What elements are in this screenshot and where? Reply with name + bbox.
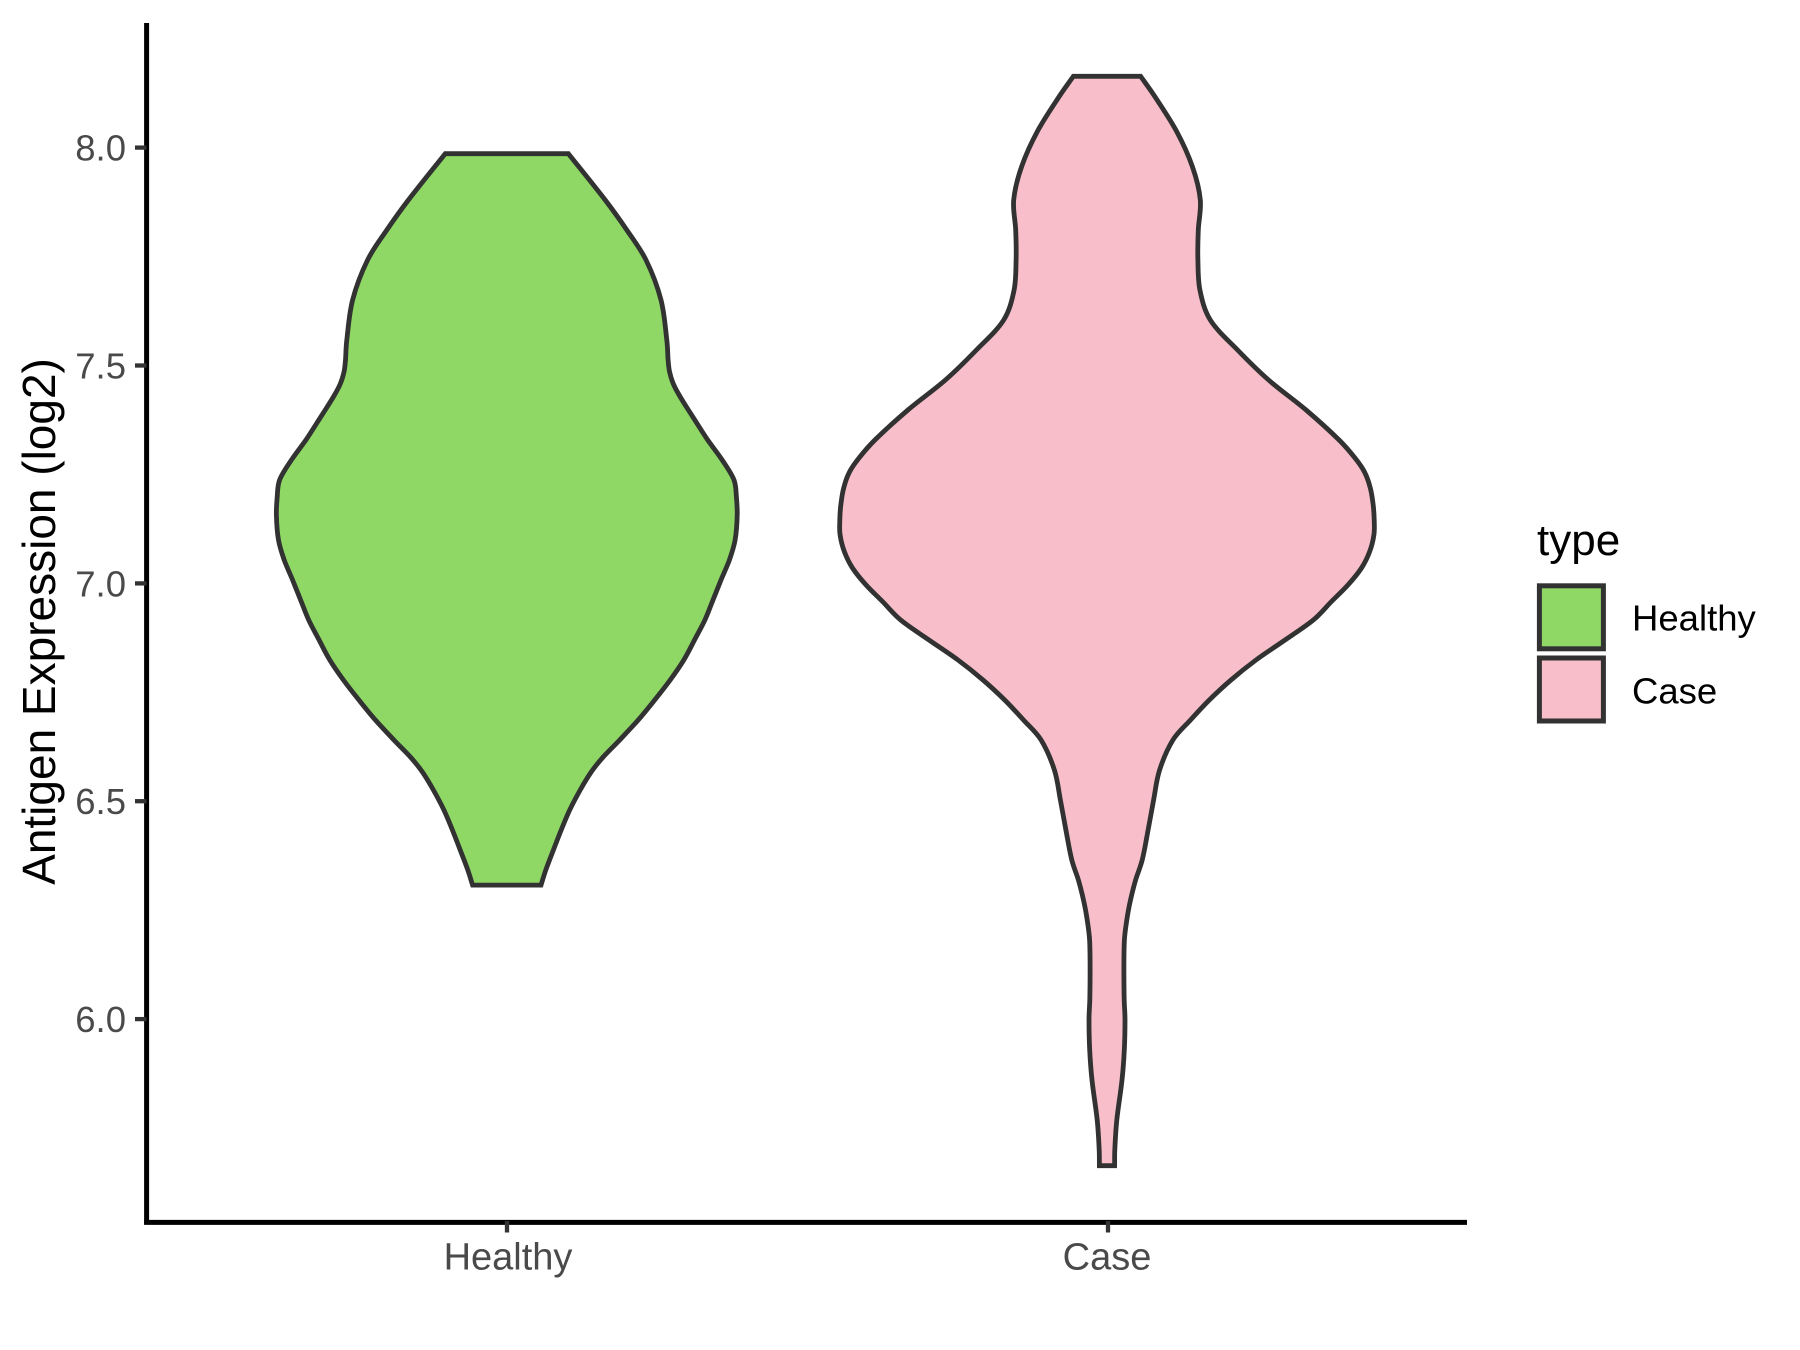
svg-text:6.0: 6.0 xyxy=(75,999,126,1040)
svg-text:7.5: 7.5 xyxy=(75,346,126,387)
svg-text:Case: Case xyxy=(1632,671,1717,712)
svg-text:Healthy: Healthy xyxy=(444,1237,573,1279)
svg-text:Antigen Expression (log2): Antigen Expression (log2) xyxy=(13,358,65,885)
svg-text:7.0: 7.0 xyxy=(75,563,126,604)
svg-text:Case: Case xyxy=(1063,1237,1152,1279)
svg-text:6.5: 6.5 xyxy=(75,781,126,822)
svg-text:8.0: 8.0 xyxy=(75,128,126,169)
svg-text:Healthy: Healthy xyxy=(1632,597,1757,638)
svg-text:type: type xyxy=(1537,516,1620,565)
